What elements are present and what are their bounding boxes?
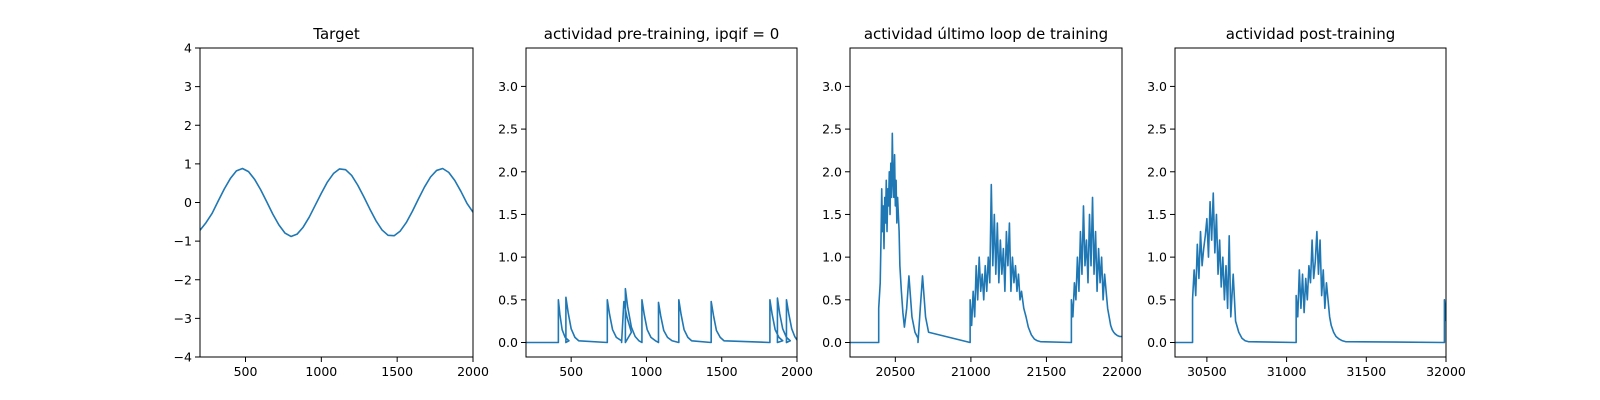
- chart-panel-1: Target 500 1000 1500 2000 −4 −3 −2 −1 0 1 2 3 4: [174, 25, 489, 379]
- y-tick-label: 2: [184, 118, 192, 133]
- y-tick-label: −1: [174, 234, 192, 249]
- x-tick-label: 500: [559, 364, 583, 379]
- x-tick-label: 30500: [1187, 364, 1227, 379]
- y-tick-label: 1: [184, 156, 192, 171]
- x-tick-label: 1500: [381, 364, 413, 379]
- y-tick-label: 2.0: [822, 164, 842, 179]
- plot-frame: [525, 47, 798, 358]
- y-tick-label: 2.0: [1147, 164, 1167, 179]
- plot-frame: [199, 47, 474, 358]
- y-tick-label: −3: [174, 311, 192, 326]
- x-tick-label: 1000: [305, 364, 337, 379]
- x-tick-label: 31000: [1267, 364, 1307, 379]
- plot-frame: [1174, 47, 1447, 358]
- y-tick-label: 0: [184, 195, 192, 210]
- y-tick-label: 3.0: [822, 79, 842, 94]
- x-tick-label: 2000: [781, 364, 813, 379]
- x-tick-label: 2000: [457, 364, 489, 379]
- series-line-3-1: [850, 132, 1122, 344]
- y-tick-label: −4: [174, 350, 192, 365]
- y-tick-label: 0.0: [1147, 335, 1167, 350]
- y-tick-label: 1.0: [498, 250, 518, 265]
- y-tick-label: 3.0: [498, 79, 518, 94]
- y-tick-label: 1.5: [498, 207, 518, 222]
- chart-title: Target: [312, 25, 360, 43]
- y-tick-label: 0.0: [498, 335, 518, 350]
- y-tick-label: 2.5: [1147, 122, 1167, 137]
- chart-title: actividad post-training: [1226, 25, 1395, 43]
- chart-panel-4: actividad post-training 30500 31000 31500 32…: [1147, 25, 1466, 379]
- y-tick-label: 0.5: [498, 292, 518, 307]
- x-tick-label: 1500: [706, 364, 738, 379]
- y-tick-label: 0.0: [822, 335, 842, 350]
- y-tick-label: 2.5: [498, 122, 518, 137]
- y-tick-label: −2: [174, 272, 192, 287]
- y-tick-label: 0.5: [822, 292, 842, 307]
- x-tick-label: 32000: [1426, 364, 1466, 379]
- y-tick-label: 3.0: [1147, 79, 1167, 94]
- chart-panel-2: actividad pre-training, ipqif = 0 500 1000…: [498, 25, 813, 379]
- chart-title: actividad último loop de training: [864, 25, 1108, 43]
- y-tick-label: 1.0: [822, 250, 842, 265]
- x-tick-label: 20500: [875, 364, 915, 379]
- y-tick-label: 2.0: [498, 164, 518, 179]
- x-tick-label: 22000: [1102, 364, 1142, 379]
- y-tick-label: 3: [184, 79, 192, 94]
- chart-panel-3: actividad último loop de training 20500 21…: [822, 25, 1142, 379]
- chart-title: actividad pre-training, ipqif = 0: [544, 25, 780, 43]
- y-tick-label: 2.5: [822, 122, 842, 137]
- y-tick-label: 4: [184, 41, 192, 56]
- x-tick-label: 21000: [951, 364, 991, 379]
- series-line-4-1: [1175, 192, 1446, 344]
- y-tick-label: 1.5: [1147, 207, 1167, 222]
- x-tick-label: 31500: [1346, 364, 1386, 379]
- series-line-2-1: [526, 287, 797, 344]
- y-tick-label: 1.0: [1147, 250, 1167, 265]
- x-tick-label: 21500: [1027, 364, 1067, 379]
- x-tick-label: 500: [234, 364, 258, 379]
- x-tick-label: 1000: [631, 364, 663, 379]
- y-tick-label: 1.5: [822, 207, 842, 222]
- plot-frame: [849, 47, 1123, 358]
- series-line-1-1: [200, 167, 473, 238]
- y-tick-label: 0.5: [1147, 292, 1167, 307]
